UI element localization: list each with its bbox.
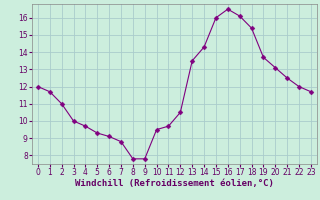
X-axis label: Windchill (Refroidissement éolien,°C): Windchill (Refroidissement éolien,°C) (75, 179, 274, 188)
